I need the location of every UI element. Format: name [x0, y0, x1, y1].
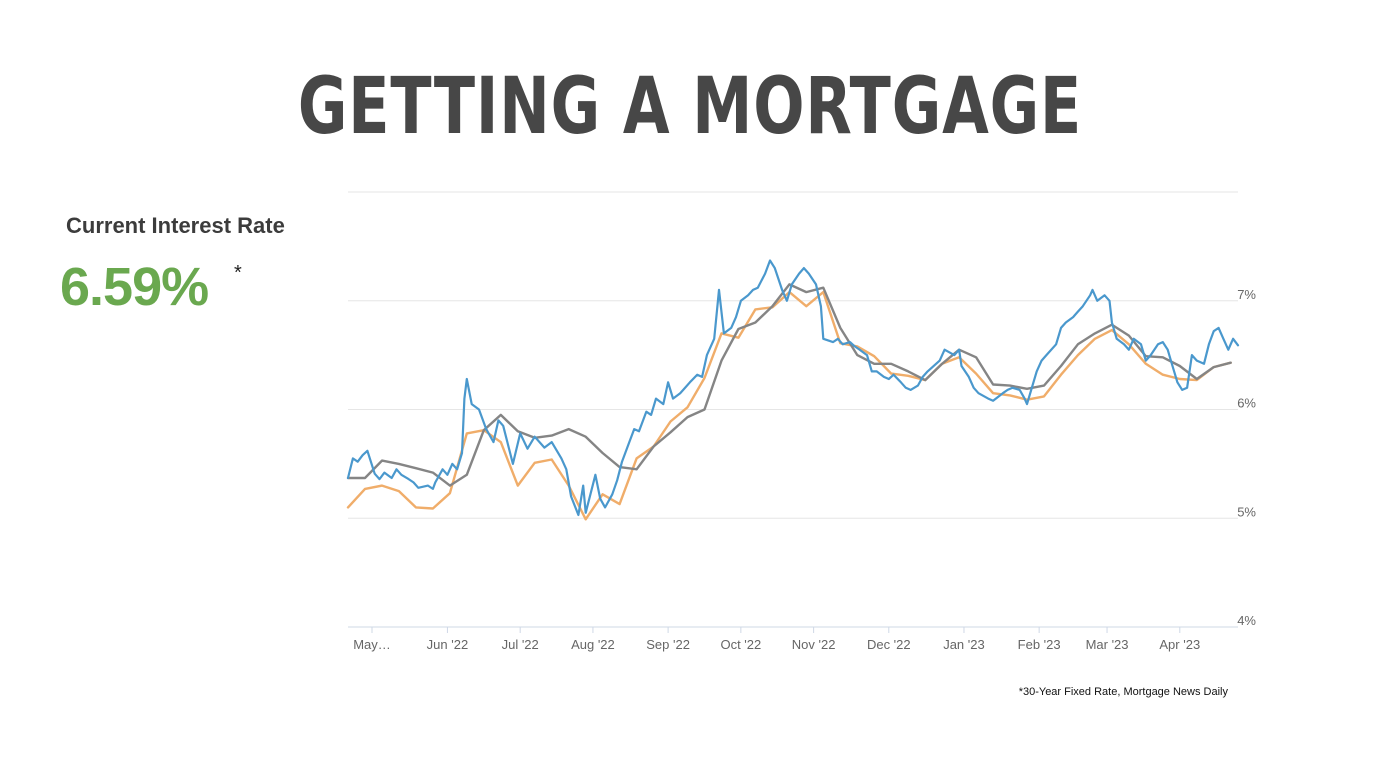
- y-tick-label: 6%: [1237, 396, 1256, 411]
- source-footnote: *30-Year Fixed Rate, Mortgage News Daily: [1018, 686, 1228, 698]
- average-line-orange: [346, 290, 1232, 521]
- x-tick-label: Jun '22: [427, 637, 469, 652]
- average-line-gray: [346, 283, 1232, 487]
- x-tick-label: Nov '22: [792, 637, 836, 652]
- current-rate-value: 6.59%: [60, 257, 209, 317]
- rate-asterisk: *: [234, 262, 242, 284]
- x-tick-label: Sep '22: [646, 637, 690, 652]
- x-tick-label: Feb '23: [1018, 637, 1061, 652]
- y-tick-label: 4%: [1237, 613, 1256, 628]
- x-tick-label: Aug '22: [571, 637, 615, 652]
- x-tick-label: Jan '23: [943, 637, 985, 652]
- x-tick-label: Dec '22: [867, 637, 911, 652]
- y-tick-label: 7%: [1237, 287, 1256, 302]
- x-tick-label: May…: [353, 637, 391, 652]
- x-tick-label: Apr '23: [1159, 637, 1200, 652]
- daily-rate-line: [346, 259, 1240, 517]
- page-title: GETTING A MORTGAGE: [297, 62, 1083, 152]
- x-tick-label: Mar '23: [1086, 637, 1129, 652]
- y-tick-label: 5%: [1237, 504, 1256, 519]
- x-tick-label: Oct '22: [720, 637, 761, 652]
- x-tick-label: Jul '22: [502, 637, 539, 652]
- current-rate-label: Current Interest Rate: [66, 213, 285, 238]
